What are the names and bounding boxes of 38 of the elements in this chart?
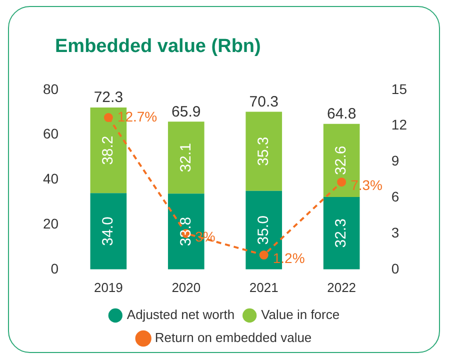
x-tick-label: 2019 bbox=[94, 280, 123, 295]
data-label: 32.3 bbox=[332, 218, 350, 248]
y2-tick-label: 9 bbox=[391, 152, 400, 169]
data-label: 32.1 bbox=[177, 143, 194, 172]
bar bbox=[168, 122, 204, 194]
data-label: 32.6 bbox=[332, 146, 350, 176]
total-label: 70.3 bbox=[249, 93, 278, 110]
point bbox=[259, 250, 268, 260]
x-tick-label: 2020 bbox=[172, 280, 201, 295]
legend-label: Adjusted net worth bbox=[126, 307, 235, 322]
bar bbox=[90, 193, 127, 270]
y-tick-label: 0 bbox=[50, 260, 59, 276]
y-tick-label: 80 bbox=[42, 80, 59, 97]
total-label: 64.8 bbox=[326, 106, 356, 122]
total-label: 72.3 bbox=[94, 89, 124, 106]
point bbox=[104, 113, 113, 122]
x-tick-label: 2021 bbox=[249, 280, 278, 295]
data-label: 33.8 bbox=[177, 216, 194, 246]
y-tick-label: 40 bbox=[42, 170, 59, 187]
y-tick-label: 20 bbox=[42, 215, 59, 232]
y2-tick-label: 3 bbox=[391, 224, 400, 240]
legend-label: Value in force bbox=[261, 307, 340, 322]
y2-tick-label: 0 bbox=[391, 260, 400, 276]
chart-title: Embedded value (Rbn) bbox=[55, 36, 261, 58]
data-label: 38.2 bbox=[100, 136, 117, 165]
legend-label: Return on embedded value bbox=[154, 330, 312, 346]
data-label: 35.3 bbox=[255, 136, 272, 166]
point bbox=[337, 178, 346, 187]
y2-tick-label: 15 bbox=[391, 80, 408, 97]
bar bbox=[246, 112, 282, 191]
bar bbox=[323, 196, 360, 270]
y-tick-label: 60 bbox=[42, 126, 59, 142]
y2-tick-label: 6 bbox=[391, 188, 400, 204]
data-label: 35.0 bbox=[255, 216, 272, 245]
data-label: 34.0 bbox=[100, 216, 117, 246]
y2-tick-label: 12 bbox=[391, 116, 408, 133]
total-label: 65.9 bbox=[172, 103, 201, 120]
x-tick-label: 2022 bbox=[327, 280, 356, 295]
